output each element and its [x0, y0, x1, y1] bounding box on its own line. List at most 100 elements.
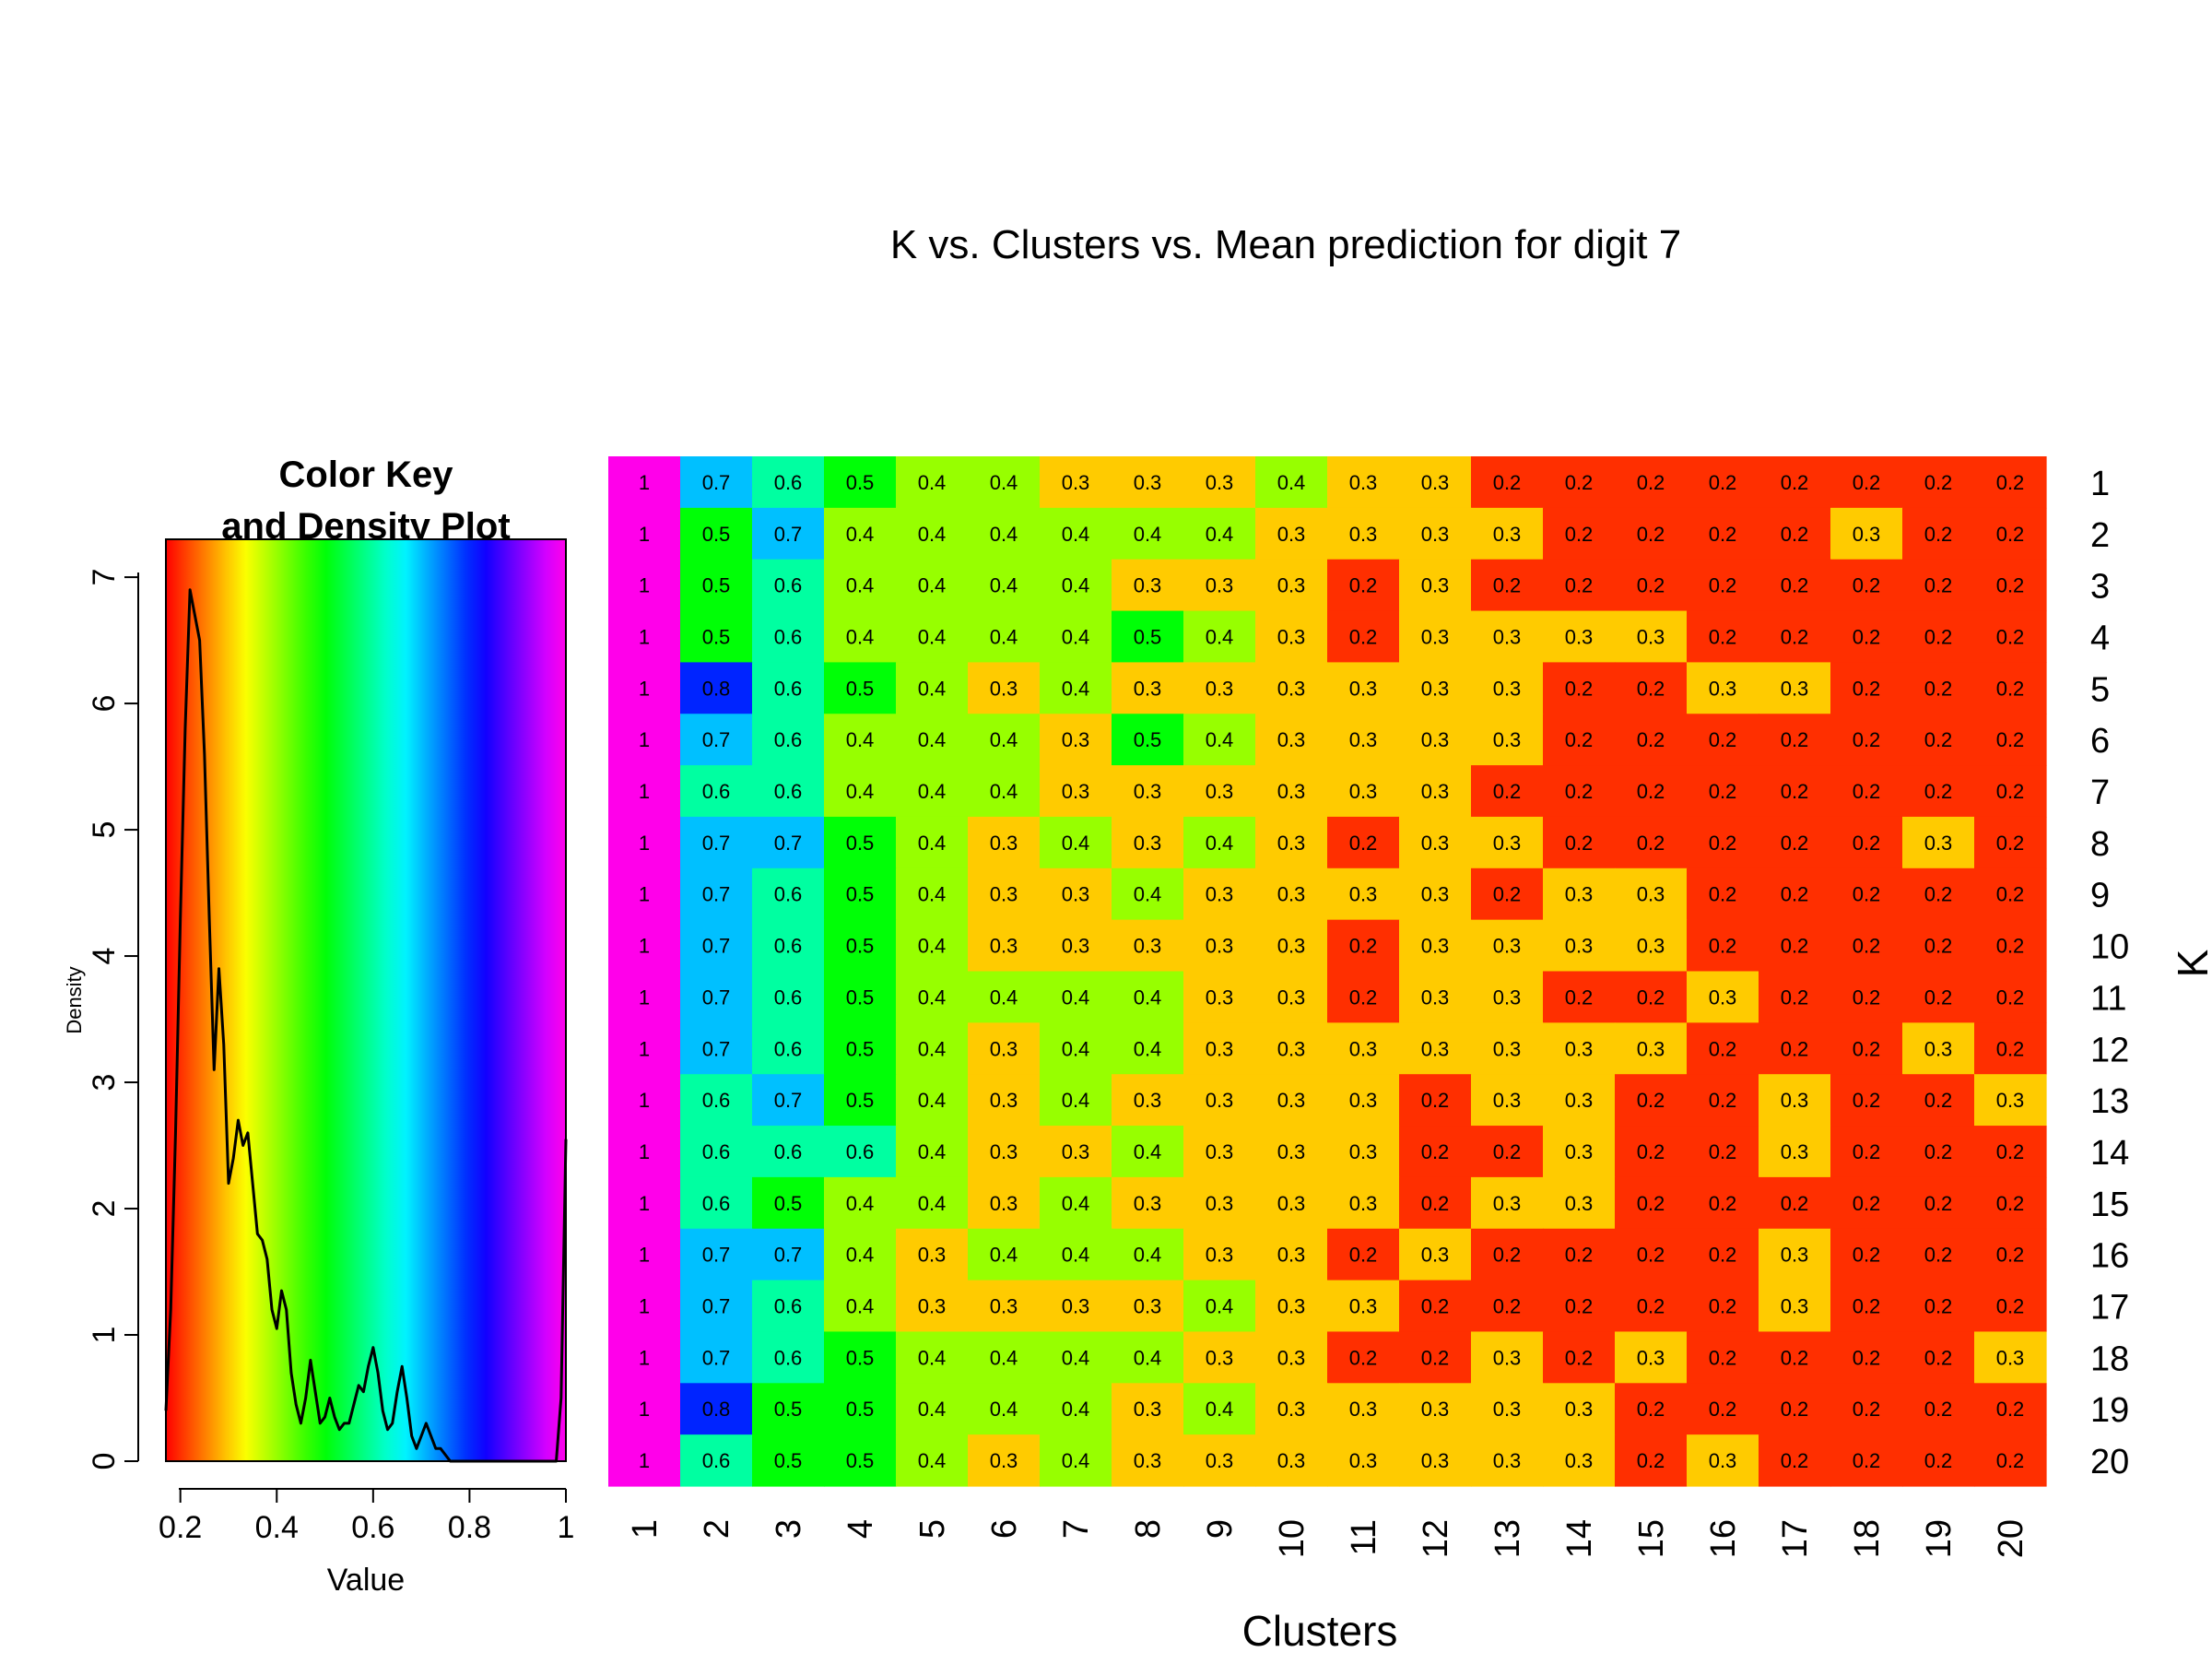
- heatmap-cell: [1112, 1280, 1184, 1333]
- heatmap-cell: [824, 1228, 897, 1281]
- heatmap-cell: [1471, 714, 1544, 766]
- heatmap-cell-label: 0.7: [774, 1089, 803, 1112]
- heatmap-cell: [968, 507, 1041, 561]
- heatmap-cell: [1759, 1228, 1831, 1281]
- heatmap-cell: [1687, 714, 1759, 766]
- heatmap-cell-label: 0.3: [1421, 832, 1450, 855]
- heatmap-cell-label: 0.4: [1206, 523, 1234, 546]
- heatmap-cell-label: 0.5: [846, 1449, 875, 1472]
- heatmap-cell-label: 0.3: [1206, 985, 1234, 1009]
- heatmap-cell-label: 0.3: [1206, 677, 1234, 700]
- heatmap-cell-label: 0.2: [1349, 935, 1378, 958]
- heatmap-cell-label: 0.3: [1421, 1449, 1450, 1472]
- heatmap-cell: [1112, 610, 1184, 663]
- heatmap-cell-label: 0.6: [774, 1037, 803, 1060]
- heatmap-cell-label: 0.3: [1637, 625, 1665, 648]
- heatmap-cell: [1830, 816, 1903, 869]
- heatmap-column-label: 13: [1488, 1519, 1527, 1558]
- key-y-tick-label: 3: [87, 1074, 122, 1092]
- heatmap-cell-label: 0.2: [1349, 1346, 1378, 1369]
- heatmap-cell-label: 0.7: [702, 1244, 731, 1267]
- heatmap-cell-label: 0.2: [1924, 1346, 1953, 1369]
- heatmap-cell: [752, 662, 825, 714]
- heatmap-cell-label: 0.3: [1493, 523, 1522, 546]
- heatmap-cell-label: 0.2: [1349, 1244, 1378, 1267]
- heatmap-cell-label: 0.4: [1206, 728, 1234, 751]
- heatmap-cell: [1327, 610, 1400, 663]
- density-curve-layer: [164, 588, 568, 1463]
- heatmap-cell: [1615, 765, 1688, 818]
- heatmap-cell: [1183, 456, 1256, 509]
- heatmap-cell: [1902, 559, 1975, 612]
- heatmap-cell-label: 0.2: [1924, 471, 1953, 494]
- heatmap-cell-label: 1: [639, 677, 650, 700]
- heatmap-cell: [1040, 714, 1112, 766]
- heatmap-cell-label: 0.7: [702, 1037, 731, 1060]
- heatmap-cell: [824, 1022, 897, 1075]
- heatmap-cell-label: 0.4: [1062, 1398, 1090, 1421]
- key-x-tick-label: 0.6: [351, 1510, 394, 1545]
- heatmap-row-label: 7: [2090, 773, 2110, 812]
- heatmap-cell-label: 0.5: [774, 1192, 803, 1215]
- heatmap-cell-label: 0.3: [1349, 1449, 1378, 1472]
- heatmap-cell-label: 0.2: [1637, 471, 1665, 494]
- heatmap-cell-label: 0.3: [1565, 883, 1594, 906]
- heatmap-cell: [1040, 1176, 1112, 1230]
- heatmap-cell: [1687, 456, 1759, 509]
- heatmap-cell: [1974, 1228, 2047, 1281]
- heatmap-cell: [1759, 507, 1831, 561]
- heatmap-cell-label: 0.3: [990, 1449, 1018, 1472]
- heatmap-cell-label: 0.3: [1277, 985, 1306, 1009]
- heatmap-cell: [752, 1383, 825, 1435]
- heatmap-cell-label: 0.2: [1996, 1037, 2025, 1060]
- heatmap-cell-label: 0.4: [918, 780, 947, 803]
- heatmap-cell-label: 0.2: [1709, 780, 1737, 803]
- heatmap-cell: [1327, 1383, 1400, 1435]
- key-y-tick-label: 1: [87, 1327, 122, 1344]
- heatmap-cell-label: 0.3: [1277, 1398, 1306, 1421]
- heatmap-cell-label: 0.3: [1565, 1140, 1594, 1163]
- heatmap-cell-label: 0.3: [1062, 935, 1090, 958]
- heatmap-row-label: 1: [2090, 465, 2110, 503]
- heatmap-cell: [1543, 456, 1616, 509]
- heatmap-cell: [896, 1126, 969, 1178]
- heatmap-cell: [1183, 971, 1256, 1023]
- heatmap-cell-label: 0.4: [846, 625, 875, 648]
- heatmap-cell: [1974, 1022, 2047, 1075]
- heatmap-cell-label: 0.2: [1493, 574, 1522, 597]
- heatmap-cell: [1830, 610, 1903, 663]
- heatmap-cell-label: 0.2: [1637, 1192, 1665, 1215]
- heatmap-cell-label: 0.2: [1924, 1140, 1953, 1163]
- heatmap-cell-label: 0.2: [1853, 1192, 1881, 1215]
- heatmap-cell: [1327, 662, 1400, 714]
- heatmap-cell-label: 0.2: [1637, 1295, 1665, 1318]
- heatmap-cell: [680, 1331, 753, 1384]
- heatmap-cell-label: 0.8: [702, 1398, 731, 1421]
- heatmap-row-label: 14: [2090, 1134, 2129, 1173]
- heatmap-cell: [1759, 1383, 1831, 1435]
- heatmap-cell: [1759, 559, 1831, 612]
- heatmap-cell: [1615, 1434, 1688, 1487]
- heatmap-cell-label: 0.4: [1206, 1398, 1234, 1421]
- heatmap-cell-label: 0.3: [1134, 780, 1162, 803]
- heatmap-cell: [608, 662, 681, 714]
- heatmap-cell-label: 0.5: [846, 1398, 875, 1421]
- heatmap-cell: [1759, 1331, 1831, 1384]
- heatmap-column-label: 17: [1776, 1519, 1815, 1558]
- heatmap-cell-label: 1: [639, 985, 650, 1009]
- heatmap-cell: [1399, 1331, 1472, 1384]
- heatmap-cell: [968, 919, 1041, 973]
- heatmap-cell: [1471, 1074, 1544, 1127]
- heatmap-cell-label: 0.5: [846, 883, 875, 906]
- heatmap-cell-label: 0.2: [1996, 677, 2025, 700]
- heatmap-cell-label: 0.5: [1134, 625, 1162, 648]
- heatmap-cell-label: 0.3: [1349, 523, 1378, 546]
- heatmap-cell-label: 0.2: [1853, 985, 1881, 1009]
- heatmap-cell-label: 0.2: [1853, 625, 1881, 648]
- heatmap-cell-label: 0.6: [702, 1449, 731, 1472]
- heatmap-cell-label: 0.3: [1349, 780, 1378, 803]
- heatmap-cell-label: 0.4: [846, 1192, 875, 1215]
- heatmap-cell-label: 0.2: [1781, 780, 1809, 803]
- heatmap-cell: [608, 971, 681, 1023]
